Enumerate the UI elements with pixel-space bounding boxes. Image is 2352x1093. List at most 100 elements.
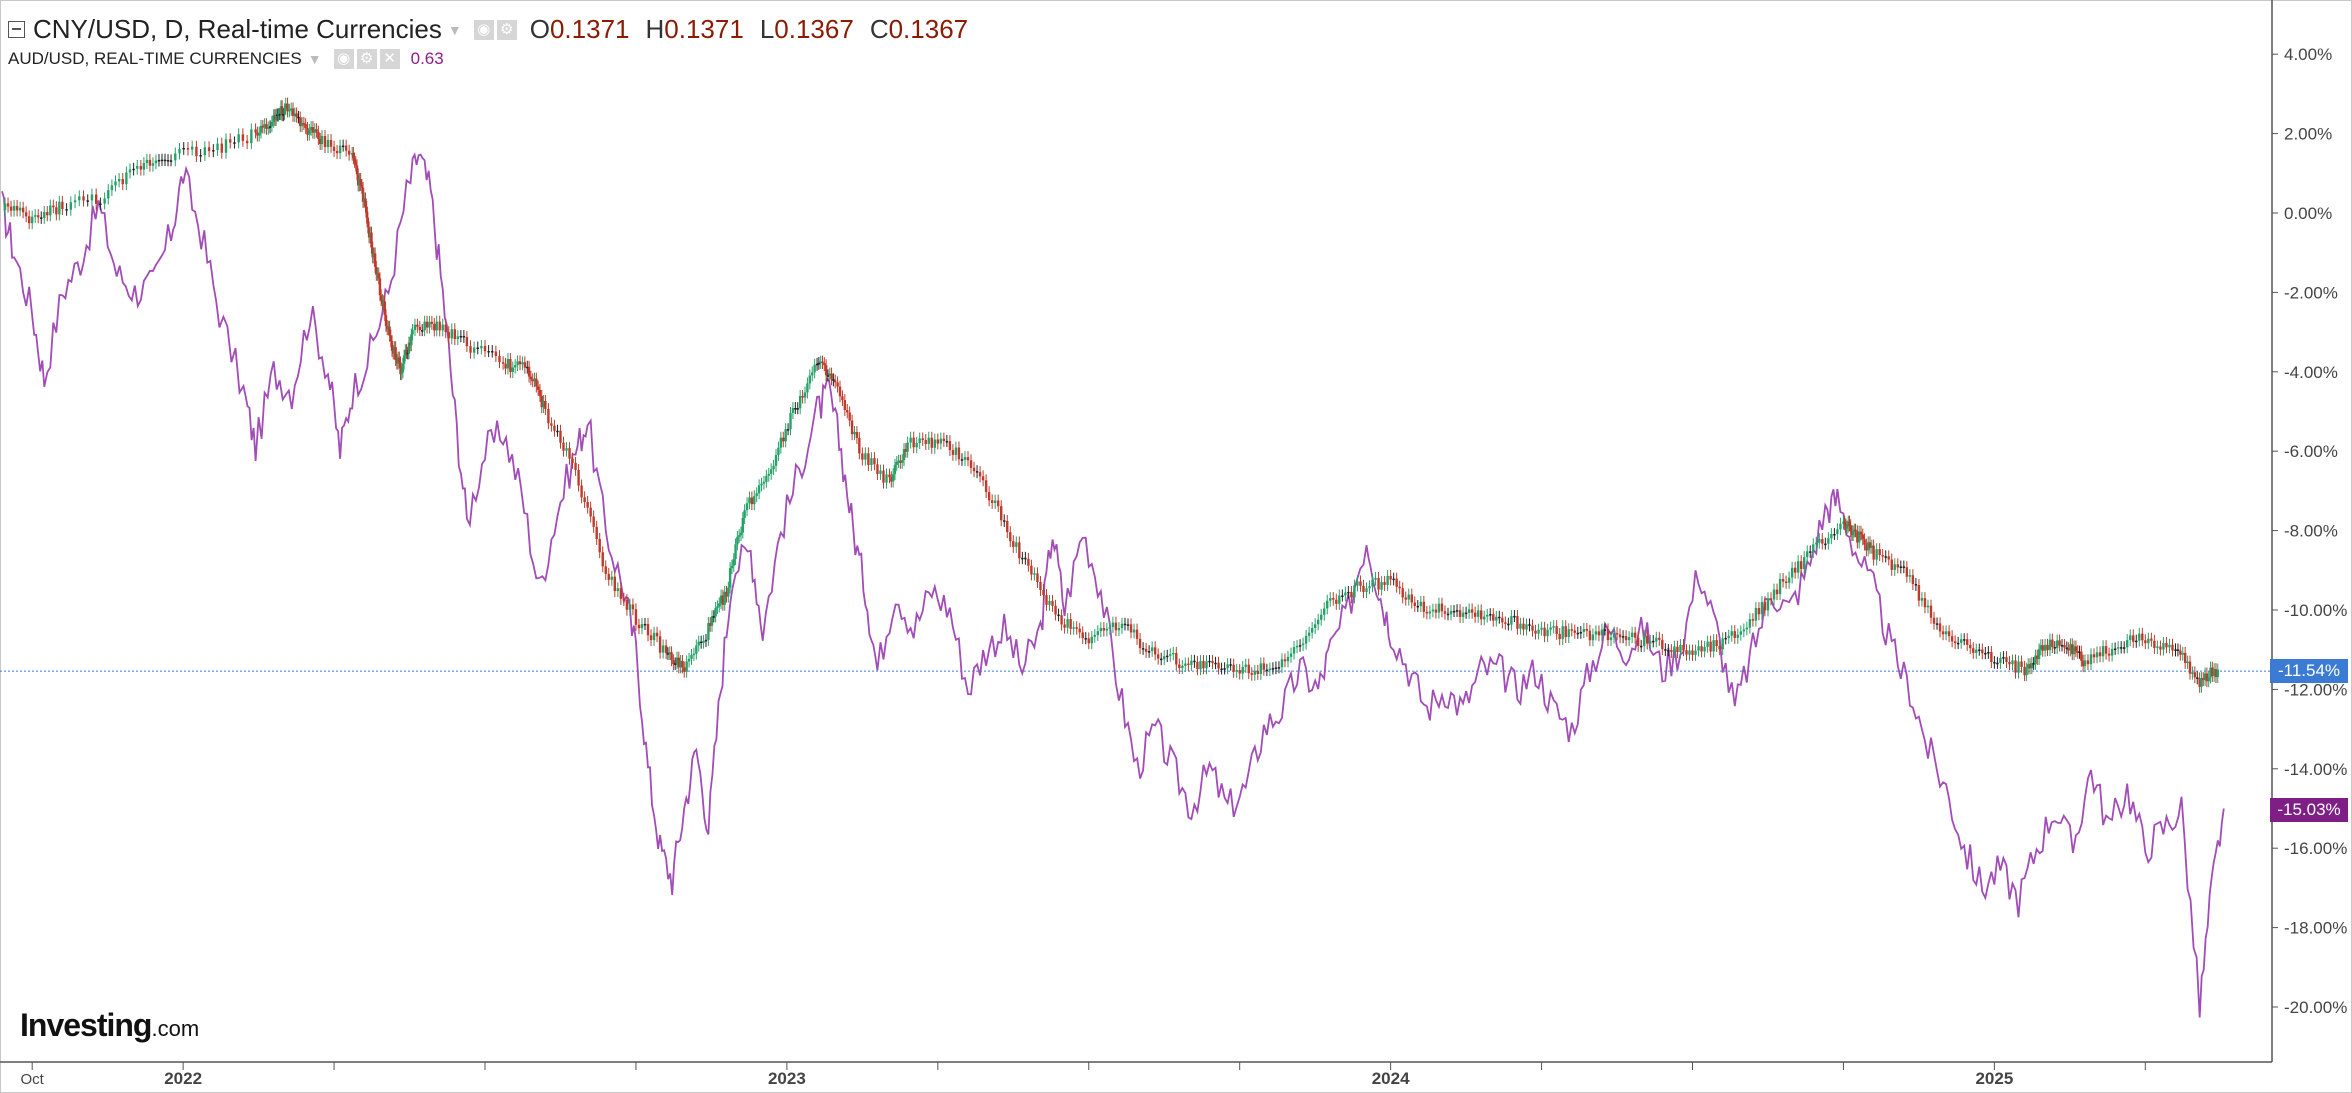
cny-candle-body xyxy=(526,366,529,369)
cny-candle-body xyxy=(1878,549,1881,556)
cny-candle-body xyxy=(1030,565,1033,575)
gear-icon[interactable]: ⚙ xyxy=(356,49,377,69)
cny-candle-body xyxy=(395,360,399,364)
gear-icon[interactable]: ⚙ xyxy=(496,19,517,40)
cny-candle-body xyxy=(1733,631,1736,638)
cny-candle-body xyxy=(1072,627,1075,629)
cny-candle-body xyxy=(712,616,716,618)
cny-candle-body xyxy=(1105,628,1109,631)
cny-candle-body xyxy=(1208,660,1211,663)
chevron-down-icon[interactable]: ▼ xyxy=(307,51,322,67)
cny-candle-body xyxy=(1295,645,1299,648)
cny-candle-body xyxy=(1929,605,1933,618)
compare-symbol[interactable]: AUD/USD, REAL-TIME CURRENCIES xyxy=(8,49,302,68)
cny-candle-body xyxy=(1501,617,1504,623)
cny-candle-body xyxy=(1950,636,1954,642)
cny-candle-body xyxy=(1597,631,1601,636)
cny-candle-body xyxy=(1286,656,1290,662)
cny-candle-body xyxy=(1253,670,1256,675)
cny-candle-body xyxy=(1751,619,1755,621)
cny-candle-body xyxy=(1528,624,1531,626)
cny-candle-body xyxy=(547,409,550,424)
cny-candle-body xyxy=(1850,531,1854,536)
cny-candle-body xyxy=(972,467,976,472)
cny-candle-body xyxy=(677,657,681,668)
cny-candle-body xyxy=(1274,667,1278,669)
cny-candle-body xyxy=(945,440,949,443)
cny-candle-body xyxy=(1473,612,1477,617)
cny-candle-body xyxy=(1842,521,1845,524)
cny-candle-body xyxy=(1326,600,1329,609)
cny-candle-body xyxy=(902,449,906,461)
cny-candle-body xyxy=(565,448,568,451)
cny-candle-body xyxy=(2138,633,2141,641)
cny-candle-body xyxy=(876,464,879,474)
cny-candle-body xyxy=(1966,639,1969,645)
cny-candle-body xyxy=(1102,628,1106,631)
cny-candle-body xyxy=(313,129,316,133)
cny-candle-body xyxy=(2196,677,2199,679)
cny-candle-body xyxy=(1428,611,1432,614)
cny-candle-body xyxy=(1969,644,1972,649)
cny-candle-body xyxy=(509,359,512,372)
cny-candle-body xyxy=(858,437,861,454)
cny-candle-body xyxy=(504,363,507,369)
cny-candle-body xyxy=(1323,608,1326,615)
cny-candle-body xyxy=(2147,638,2150,644)
cny-candle-body xyxy=(679,660,682,668)
chevron-down-icon[interactable]: ▼ xyxy=(447,21,462,38)
cny-candle-body xyxy=(1781,579,1785,582)
main-legend: CNY/USD, D, Real-time Currencies ▼ ◉ ⚙ O… xyxy=(8,14,974,45)
cny-candle-body xyxy=(82,196,85,201)
cny-candle-body xyxy=(695,645,698,654)
cny-candle-body xyxy=(1087,638,1090,644)
cny-candle-body xyxy=(963,457,967,460)
cny-candle-body xyxy=(256,132,259,136)
cny-candle-body xyxy=(107,190,110,199)
cny-candle-body xyxy=(261,125,265,128)
cny-candle-body xyxy=(2037,649,2041,660)
cny-candle-body xyxy=(341,145,345,148)
cny-candle-body xyxy=(832,379,835,381)
cny-candle-body xyxy=(2156,646,2159,648)
cny-candle-body xyxy=(1277,667,1281,669)
cny-candle-body xyxy=(447,332,450,339)
cny-candle-body xyxy=(1570,629,1573,631)
symbol-title[interactable]: CNY/USD, D, Real-time Currencies xyxy=(33,14,442,44)
cny-candle-body xyxy=(1341,595,1344,597)
cny-candle-body xyxy=(2132,635,2135,642)
cny-candle-body xyxy=(1510,616,1513,625)
cny-candle-body xyxy=(1410,594,1413,603)
eye-icon[interactable]: ◉ xyxy=(473,19,494,40)
close-icon[interactable]: ✕ xyxy=(379,49,400,69)
cny-candle-body xyxy=(828,373,831,376)
cny-candle-body xyxy=(664,645,668,654)
cny-candle-body xyxy=(513,365,517,368)
cny-candle-body xyxy=(279,106,283,115)
cny-candle-body xyxy=(2032,663,2035,665)
cny-candle-body xyxy=(2005,657,2008,663)
cny-candle-body xyxy=(376,273,379,275)
cny-candle-body xyxy=(1627,637,1631,641)
cny-candle-body xyxy=(670,652,673,661)
cny-candle-body xyxy=(1594,631,1598,635)
cny-candle-body xyxy=(487,351,490,353)
cny-candle-body xyxy=(904,449,908,452)
cny-candle-body xyxy=(1896,564,1899,568)
cny-candle-body xyxy=(817,362,821,365)
cny-candle-body xyxy=(154,160,158,164)
cny-candle-body xyxy=(2144,640,2147,644)
cny-candle-body xyxy=(978,472,982,477)
cny-candle-body xyxy=(719,595,723,604)
cny-candle-body xyxy=(2086,660,2090,665)
cny-candle-body xyxy=(1172,652,1175,655)
cny-candle-body xyxy=(459,335,463,338)
collapse-icon[interactable] xyxy=(8,21,25,38)
cny-candle-body xyxy=(369,232,372,238)
cny-candle-body xyxy=(1567,629,1570,638)
cny-candle-body xyxy=(1854,529,1857,532)
cny-candle-body xyxy=(433,323,436,331)
cny-candle-body xyxy=(745,503,749,511)
eye-icon[interactable]: ◉ xyxy=(333,49,354,69)
